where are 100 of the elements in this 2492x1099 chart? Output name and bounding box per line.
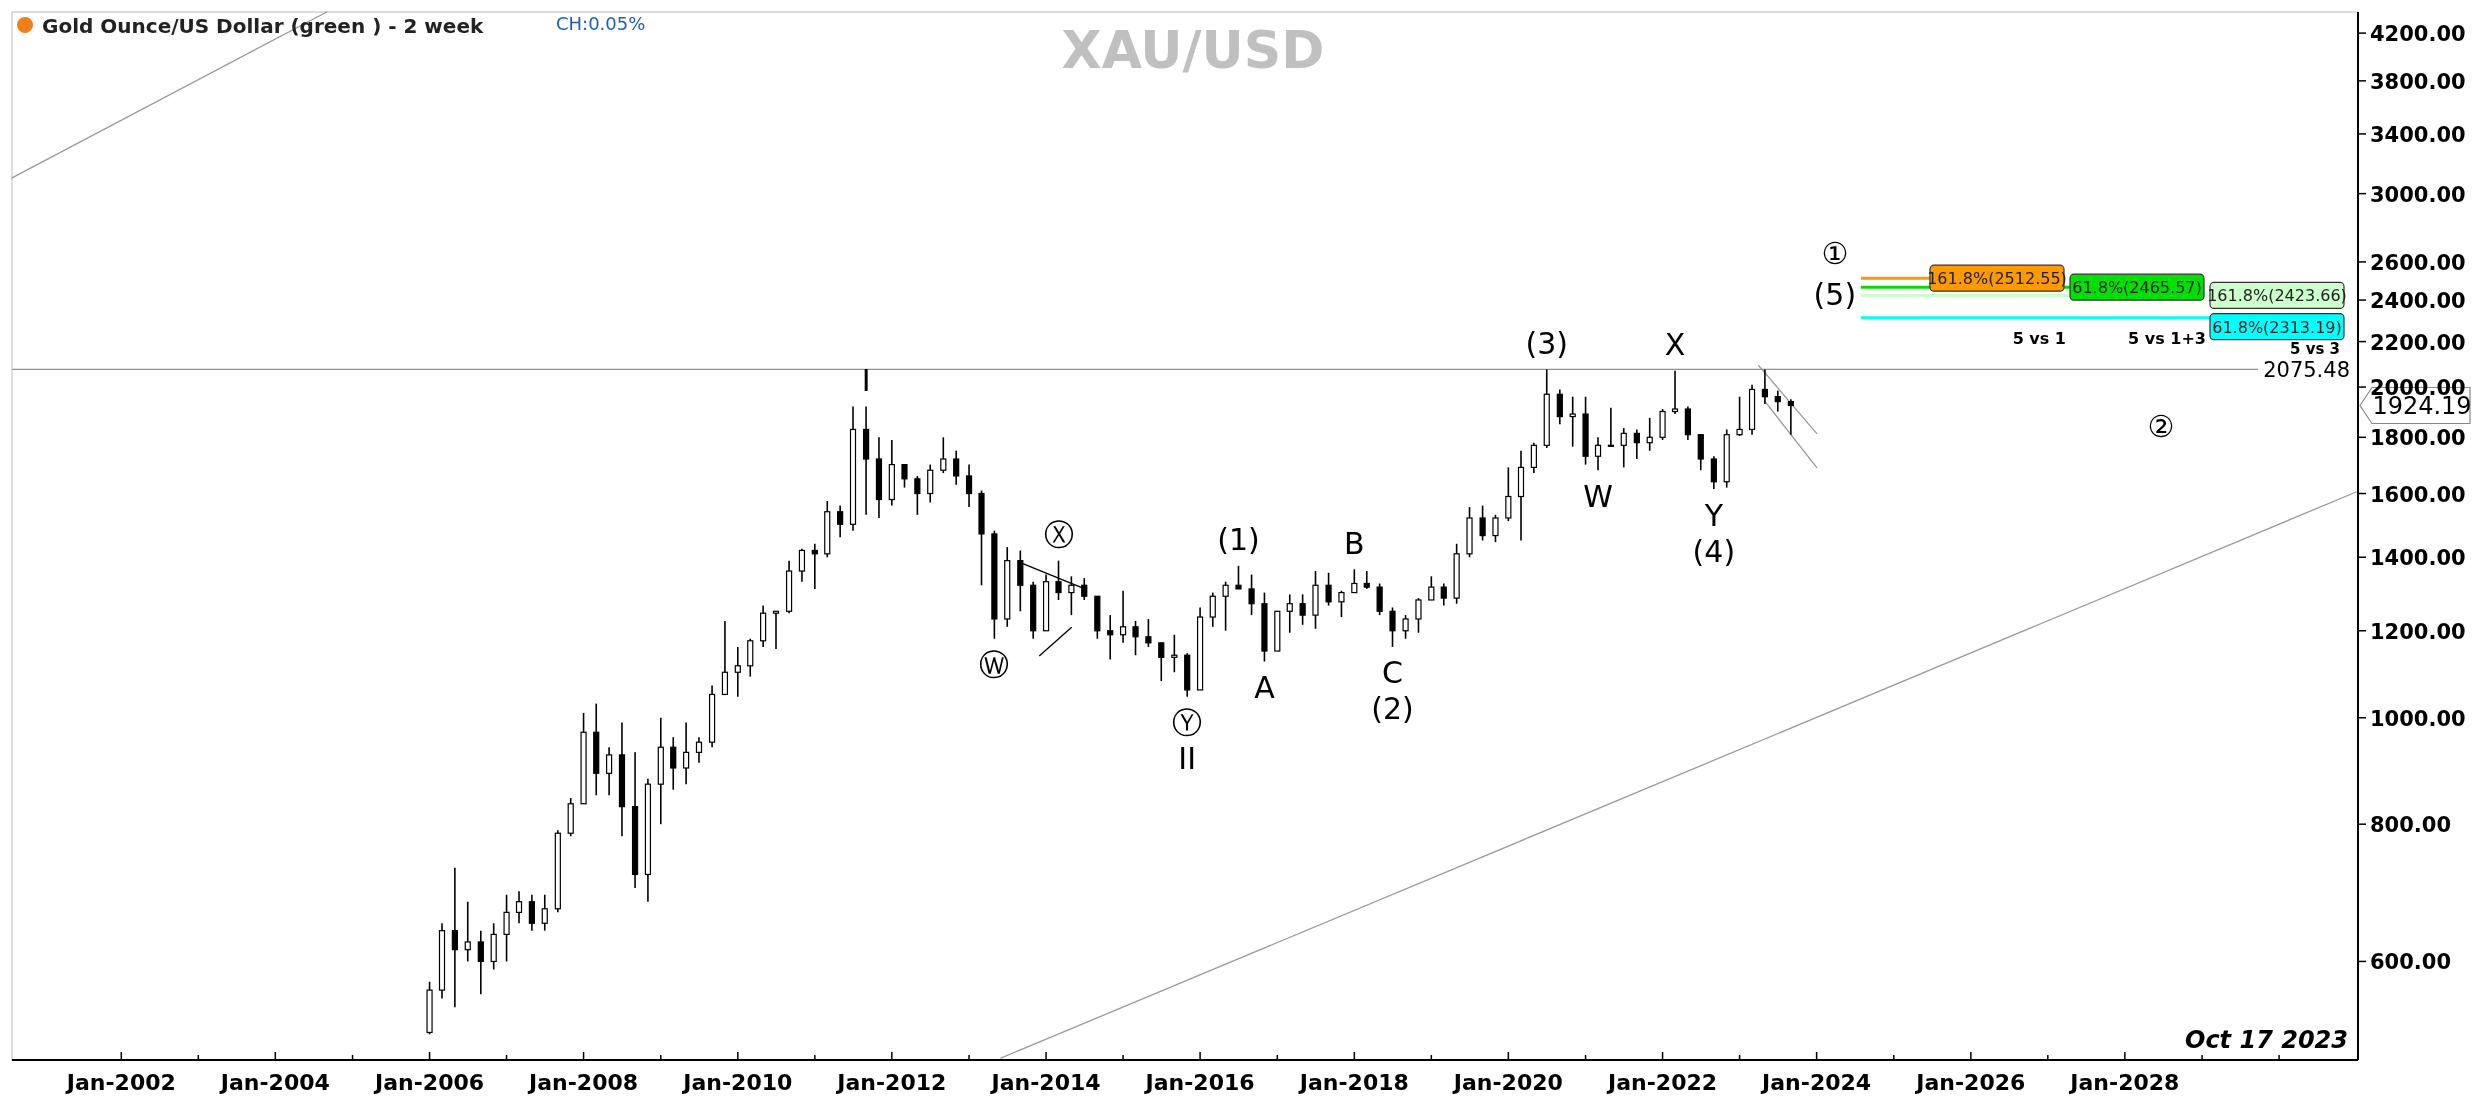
candlestick [837, 504, 844, 538]
candlestick [1607, 406, 1614, 447]
y-tick-label: 4200.00 [2370, 22, 2466, 47]
candlestick [734, 646, 741, 698]
candlestick [1479, 504, 1486, 542]
candlestick [1710, 455, 1717, 490]
candlestick [1415, 597, 1422, 634]
candlestick [927, 463, 934, 504]
annotation: ② [2147, 409, 2175, 445]
x-tick-label: Jan-2008 [527, 1070, 639, 1095]
y-tick-label: 1800.00 [2370, 426, 2466, 451]
annotation: (1) [1217, 522, 1260, 558]
annotation: (4) [1692, 533, 1736, 569]
candlestick [1351, 568, 1358, 594]
candlestick [965, 463, 973, 508]
candlestick [1209, 591, 1216, 628]
annotation: ① [1821, 236, 1849, 272]
candlestick [1389, 606, 1396, 648]
x-tick-label: Jan-2018 [1297, 1070, 1409, 1095]
annotation: I [861, 363, 871, 399]
ref-line-label: 61.8%(2313.19) [2212, 317, 2342, 337]
ref-line-label: 61.8%(2465.57) [2072, 278, 2202, 298]
annotation: 5 vs 1+3 [2128, 328, 2206, 348]
candlestick [1325, 572, 1332, 607]
ref-line-label: 2075.48 [2263, 358, 2350, 383]
candlestick [953, 449, 960, 486]
candlestick [1594, 436, 1602, 472]
candlestick [451, 867, 458, 1009]
candlestick [1774, 389, 1781, 413]
candlestick [1492, 514, 1499, 543]
candlestick [1505, 466, 1512, 522]
y-tick-label: 2600.00 [2370, 250, 2466, 275]
candlestick [1402, 614, 1409, 640]
x-tick-label: Jan-2006 [373, 1070, 485, 1095]
annotation: (2) [1371, 691, 1414, 727]
x-tick-label: Jan-2016 [1143, 1070, 1255, 1095]
candlestick [1761, 368, 1769, 405]
candlestick [1646, 417, 1653, 452]
x-tick-label: Jan-2014 [989, 1070, 1101, 1095]
candlestick [670, 736, 677, 791]
candlestick [1107, 614, 1114, 661]
y-tick-label: 1600.00 [2370, 482, 2466, 507]
candlestick [914, 475, 921, 516]
candlestick [464, 900, 471, 963]
x-tick-label: Jan-2028 [2068, 1070, 2180, 1095]
candlestick [503, 893, 510, 963]
x-tick-label: Jan-2004 [218, 1070, 330, 1095]
y-tick-label: 3400.00 [2370, 122, 2466, 147]
candlestick [772, 610, 780, 650]
x-tick-label: Jan-2002 [64, 1070, 176, 1095]
candlestick [1428, 575, 1435, 601]
y-tick-label: 3800.00 [2370, 69, 2466, 94]
annotation: Oct 17 2023 [2184, 1026, 2348, 1054]
candlestick [798, 547, 806, 583]
chart-subtitle: XAU/USD [1061, 20, 1325, 80]
candlestick [541, 893, 548, 932]
candlestick [721, 620, 729, 696]
candlestick [1235, 565, 1242, 590]
candlestick [1171, 633, 1178, 674]
candlestick [1736, 395, 1743, 437]
annotation: 5 vs 1 [2012, 328, 2066, 348]
y-tick-label: 3000.00 [2370, 182, 2466, 207]
candlestick [1671, 369, 1679, 415]
candlestick [1222, 580, 1229, 632]
x-tick-label: Jan-2012 [835, 1070, 947, 1095]
candlestick [1633, 428, 1640, 460]
annotation: B [1344, 525, 1365, 561]
candlestick [1363, 570, 1370, 590]
candlestick [1530, 441, 1537, 474]
candlestick [515, 890, 523, 925]
candlestick [695, 736, 703, 764]
chart-title: Gold Ounce/US Dollar (green ) - 2 week [42, 14, 484, 38]
candlestick [1299, 593, 1306, 626]
candlestick [606, 746, 613, 797]
candlestick [1440, 582, 1447, 607]
annotation: Ⓨ [1172, 705, 1203, 741]
x-tick-label: Jan-2024 [1760, 1070, 1872, 1095]
x-tick-label: Jan-2026 [1914, 1070, 2026, 1095]
y-tick-label: 1000.00 [2370, 706, 2466, 731]
y-tick-label: 600.00 [2370, 950, 2452, 975]
candlestick [1248, 573, 1255, 616]
candlestick [901, 463, 908, 489]
annotation: W [1583, 478, 1613, 514]
candlestick [528, 893, 535, 932]
candlestick [1787, 398, 1794, 436]
candlestick [1556, 388, 1563, 426]
candlestick [1569, 395, 1576, 448]
y-tick-label: 2200.00 [2370, 330, 2466, 355]
annotation: Ⓧ [1043, 517, 1074, 553]
annotation: II [1178, 741, 1197, 777]
annotation: CH:0.05% [556, 13, 646, 34]
candlestick [1620, 427, 1627, 469]
annotation: A [1254, 670, 1276, 706]
annotation: Y [1703, 497, 1724, 533]
x-tick-label: Jan-2010 [681, 1070, 793, 1095]
candlestick [1132, 620, 1139, 657]
x-tick-label: Jan-2020 [1451, 1070, 1563, 1095]
candlestick [1338, 589, 1345, 618]
annotation: (3) [1525, 326, 1568, 361]
y-tick-label: 1200.00 [2370, 619, 2466, 644]
